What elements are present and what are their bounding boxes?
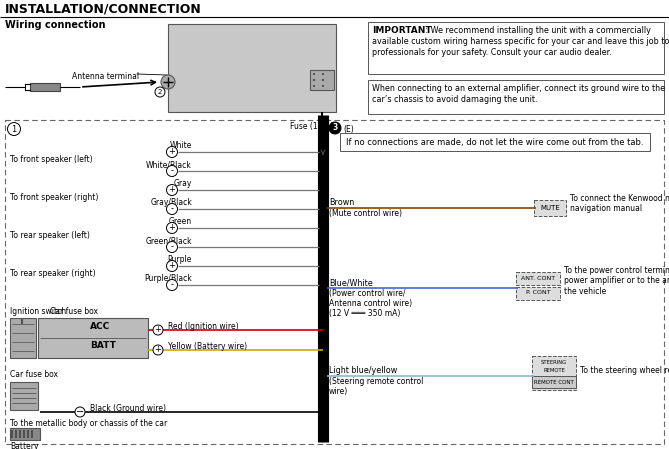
Text: Purple: Purple — [168, 255, 192, 264]
Text: P. CONT: P. CONT — [526, 291, 551, 295]
Bar — [532, 376, 576, 388]
Text: REMOTE CONT: REMOTE CONT — [534, 379, 574, 384]
Circle shape — [75, 407, 85, 417]
Text: Yellow (Battery wire): Yellow (Battery wire) — [168, 342, 247, 351]
Text: REMOTE: REMOTE — [543, 367, 565, 373]
Bar — [30, 83, 60, 91]
Text: (Mute control wire): (Mute control wire) — [329, 209, 402, 218]
Text: MUTE: MUTE — [540, 205, 560, 211]
Circle shape — [167, 260, 177, 272]
Bar — [38, 318, 148, 358]
Circle shape — [161, 75, 175, 89]
Bar — [5, 120, 664, 444]
Text: STEERING: STEERING — [541, 360, 567, 365]
Bar — [314, 124, 330, 134]
Text: +: + — [169, 224, 175, 233]
Text: Battery: Battery — [10, 442, 39, 449]
Text: Fuse (10 A): Fuse (10 A) — [290, 122, 333, 131]
Text: (12 V ═══ 350 mA): (12 V ═══ 350 mA) — [329, 309, 400, 318]
Text: IMPORTANT: IMPORTANT — [372, 26, 432, 35]
Text: Car fuse box: Car fuse box — [50, 307, 98, 316]
Circle shape — [167, 242, 177, 252]
Bar — [534, 200, 566, 216]
Circle shape — [167, 185, 177, 195]
Circle shape — [7, 123, 21, 136]
Circle shape — [153, 325, 163, 335]
Text: wire): wire) — [329, 387, 349, 396]
Bar — [516, 287, 560, 300]
Text: White: White — [170, 141, 192, 150]
Text: If no connections are made, do not let the wire come out from the tab.: If no connections are made, do not let t… — [347, 137, 644, 146]
Bar — [10, 318, 36, 358]
Text: (Steering remote control: (Steering remote control — [329, 377, 423, 386]
Text: Antenna control wire): Antenna control wire) — [329, 299, 412, 308]
Text: +: + — [169, 148, 175, 157]
Circle shape — [167, 223, 177, 233]
Text: professionals for your safety. Consult your car audio dealer.: professionals for your safety. Consult y… — [372, 48, 611, 57]
Text: Light blue/yellow: Light blue/yellow — [329, 366, 397, 375]
Text: car’s chassis to avoid damaging the unit.: car’s chassis to avoid damaging the unit… — [372, 95, 537, 104]
Text: To the metallic body or chassis of the car: To the metallic body or chassis of the c… — [10, 419, 167, 428]
Text: Wiring connection: Wiring connection — [5, 20, 106, 30]
Bar — [368, 80, 664, 114]
Text: : We recommend installing the unit with a commercially: : We recommend installing the unit with … — [423, 26, 651, 35]
Circle shape — [167, 166, 177, 176]
Circle shape — [155, 87, 165, 97]
Bar — [10, 428, 40, 440]
Bar — [310, 70, 334, 90]
Text: +: + — [155, 345, 161, 355]
Text: +: + — [169, 261, 175, 270]
Bar — [10, 382, 38, 410]
Text: To connect the Kenwood navigation system, refer your
navigation manual: To connect the Kenwood navigation system… — [570, 194, 669, 213]
Text: -: - — [171, 204, 173, 214]
Text: 1: 1 — [11, 124, 17, 133]
Text: -: - — [171, 167, 173, 176]
Text: Blue/White: Blue/White — [329, 278, 373, 287]
Text: Purple/Black: Purple/Black — [145, 274, 192, 283]
Text: −: − — [76, 407, 84, 417]
Bar — [516, 272, 560, 285]
Text: INSTALLATION/CONNECTION: INSTALLATION/CONNECTION — [5, 2, 202, 15]
Bar — [168, 24, 336, 112]
Text: White/Black: White/Black — [147, 160, 192, 169]
Circle shape — [167, 146, 177, 158]
Text: ANT. CONT: ANT. CONT — [521, 276, 555, 281]
Circle shape — [153, 345, 163, 355]
Text: When connecting to an external amplifier, connect its ground wire to the: When connecting to an external amplifier… — [372, 84, 665, 93]
Circle shape — [167, 203, 177, 215]
Text: (E): (E) — [343, 125, 354, 134]
Text: BATT: BATT — [90, 341, 116, 350]
Bar — [532, 356, 576, 390]
Text: +: + — [169, 185, 175, 194]
Text: Car fuse box: Car fuse box — [10, 370, 58, 379]
Text: Green: Green — [169, 217, 192, 226]
Text: Brown: Brown — [329, 198, 355, 207]
Circle shape — [167, 279, 177, 291]
Text: ACC: ACC — [90, 322, 110, 331]
Text: available custom wiring harness specific for your car and leave this job to: available custom wiring harness specific… — [372, 37, 669, 46]
Text: Antenna terminal: Antenna terminal — [72, 72, 139, 81]
Text: To the power control terminal when using the optional
power amplifier or to the : To the power control terminal when using… — [564, 266, 669, 296]
Bar — [368, 22, 664, 74]
Text: Green/Black: Green/Black — [145, 236, 192, 245]
Circle shape — [329, 122, 341, 134]
Text: -: - — [171, 281, 173, 290]
Text: To rear speaker (right): To rear speaker (right) — [10, 269, 96, 278]
Text: (Power control wire/: (Power control wire/ — [329, 289, 405, 298]
Text: +: + — [155, 326, 161, 335]
Text: -: - — [171, 242, 173, 251]
Text: 3: 3 — [332, 123, 338, 132]
Text: To the steering wheel remote control adapter: To the steering wheel remote control ada… — [580, 366, 669, 375]
Text: Gray/Black: Gray/Black — [151, 198, 192, 207]
Text: To front speaker (left): To front speaker (left) — [10, 155, 92, 164]
Text: 2: 2 — [158, 89, 162, 95]
Text: Black (Ground wire): Black (Ground wire) — [90, 404, 166, 413]
Text: Gray: Gray — [174, 179, 192, 188]
Bar — [340, 133, 650, 151]
Text: To rear speaker (left): To rear speaker (left) — [10, 231, 90, 240]
Text: Ignition switch: Ignition switch — [10, 307, 66, 316]
Text: To front speaker (right): To front speaker (right) — [10, 193, 98, 202]
Text: Red (Ignition wire): Red (Ignition wire) — [168, 322, 239, 331]
